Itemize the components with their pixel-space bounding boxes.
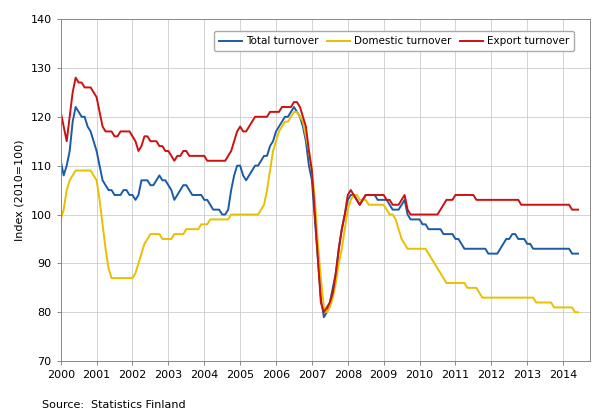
Export turnover: [72, 75, 79, 80]
Domestic turnover: [57, 217, 64, 222]
Line: Domestic turnover: Domestic turnover: [60, 112, 578, 312]
Export turnover: [81, 85, 88, 90]
Total turnover: [81, 114, 88, 119]
Export turnover: [63, 139, 70, 144]
Export turnover: [574, 207, 581, 212]
Total turnover: [320, 314, 327, 319]
Domestic turnover: [78, 168, 85, 173]
Total turnover: [63, 163, 70, 168]
Text: Source:  Statistics Finland: Source: Statistics Finland: [42, 400, 186, 410]
Domestic turnover: [111, 275, 118, 280]
Domestic turnover: [341, 227, 348, 232]
Export turnover: [446, 197, 453, 202]
Export turnover: [320, 310, 327, 315]
Total turnover: [57, 158, 64, 163]
Domestic turnover: [323, 310, 330, 315]
Line: Export turnover: Export turnover: [60, 78, 578, 312]
Domestic turnover: [446, 280, 453, 285]
Domestic turnover: [404, 246, 411, 251]
Total turnover: [404, 212, 411, 217]
Legend: Total turnover, Domestic turnover, Export turnover: Total turnover, Domestic turnover, Expor…: [214, 31, 574, 52]
Total turnover: [72, 104, 79, 109]
Domestic turnover: [63, 188, 70, 193]
Total turnover: [446, 232, 453, 237]
Export turnover: [404, 207, 411, 212]
Export turnover: [341, 212, 348, 217]
Domestic turnover: [574, 310, 581, 315]
Domestic turnover: [290, 109, 298, 114]
Export turnover: [57, 109, 64, 114]
Total turnover: [114, 193, 121, 198]
Total turnover: [341, 212, 348, 217]
Y-axis label: Index (2010=100): Index (2010=100): [15, 139, 25, 241]
Line: Total turnover: Total turnover: [60, 107, 578, 317]
Export turnover: [114, 134, 121, 139]
Total turnover: [574, 251, 581, 256]
